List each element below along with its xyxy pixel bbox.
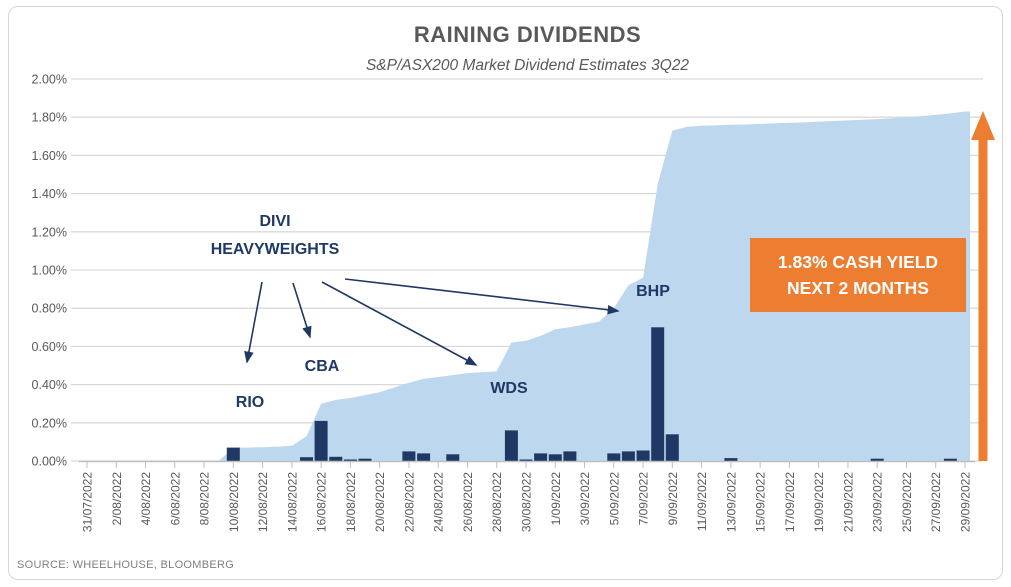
y-axis-label: 0.00% [32, 455, 67, 469]
daily-dividend-bar [314, 420, 328, 461]
daily-dividend-bar [226, 447, 240, 461]
daily-dividend-bar [446, 454, 460, 461]
callout-line2: NEXT 2 MONTHS [787, 278, 929, 298]
annotation-arrow [344, 278, 620, 315]
daily-dividend-bar [300, 457, 313, 461]
x-axis-label: 17/09/2022 [783, 472, 797, 532]
y-axis-label: 1.60% [32, 149, 67, 163]
x-axis-label: 7/09/2022 [637, 472, 651, 526]
y-axis-label: 1.40% [32, 187, 67, 201]
x-axis-label: 23/09/2022 [871, 472, 885, 532]
x-axis-label: 18/08/2022 [344, 472, 358, 532]
cash-yield-callout: 1.83% CASH YIELD NEXT 2 MONTHS [750, 238, 966, 312]
x-axis-label: 6/08/2022 [168, 472, 182, 526]
x-axis-label: 16/08/2022 [315, 472, 329, 532]
y-axis-label: 0.40% [32, 378, 67, 392]
daily-dividend-bar [417, 453, 431, 461]
annotation-bhp: BHP [636, 283, 670, 300]
x-axis-label: 31/07/2022 [81, 472, 95, 532]
y-axis-label: 1.00% [32, 264, 67, 278]
annotation-rio: RIO [235, 394, 265, 411]
chart-subtitle: S&P/ASX200 Market Dividend Estimates 3Q2… [365, 57, 690, 74]
x-axis-label: 11/09/2022 [695, 472, 709, 531]
x-axis-label: 25/09/2022 [900, 472, 914, 532]
x-axis-label: 10/08/2022 [227, 472, 241, 532]
y-axis-label: 0.20% [32, 416, 67, 430]
source-note: SOURCE: WHEELHOUSE, BLOOMBERG [17, 559, 235, 571]
daily-dividend-bar [665, 434, 679, 461]
daily-dividend-bar [636, 450, 650, 461]
x-axis-label: 8/08/2022 [198, 472, 212, 526]
x-axis-label: 2/08/2022 [110, 472, 124, 526]
daily-dividend-bar [504, 430, 518, 461]
daily-dividend-bar [548, 454, 562, 461]
annotation-cba: CBA [304, 358, 340, 375]
daily-dividend-bar [358, 458, 372, 461]
x-axis-label: 26/08/2022 [461, 472, 475, 532]
x-axis-label: 1/09/2022 [549, 472, 563, 526]
x-axis-label: 13/09/2022 [724, 472, 738, 532]
up-arrow-shaft [978, 139, 988, 461]
daily-dividend-bar [621, 451, 635, 461]
cumulative-dividend-area [79, 111, 970, 461]
x-axis-label: 15/09/2022 [754, 472, 768, 532]
annotation-wds: WDS [490, 380, 528, 397]
up-arrow-head [971, 111, 995, 140]
callout-line1: 1.83% CASH YIELD [777, 252, 939, 272]
y-axis-label: 1.80% [32, 111, 67, 125]
y-axis-label: 0.80% [32, 302, 67, 316]
y-axis-label: 2.00% [32, 73, 67, 87]
x-axis-label: 27/09/2022 [929, 472, 943, 532]
x-axis-label: 14/08/2022 [285, 472, 299, 532]
x-axis-label: 5/09/2022 [607, 472, 621, 526]
x-axis-label: 29/09/2022 [959, 472, 973, 532]
x-axis-label: 19/09/2022 [812, 472, 826, 532]
daily-dividend-bar [943, 458, 957, 461]
daily-dividend-bar [534, 453, 548, 461]
x-axis-label: 24/08/2022 [432, 472, 446, 532]
daily-dividend-bar [563, 451, 577, 461]
daily-dividend-bar [607, 453, 621, 461]
x-axis-label: 21/09/2022 [841, 472, 855, 532]
annotation-divi-heavyweights: DIVI HEAVYWEIGHTS [196, 208, 354, 264]
annotation-divi-line2: HEAVYWEIGHTS [210, 241, 340, 258]
annotation-arrow [321, 281, 478, 366]
annotation-divi-line1: DIVI [259, 213, 291, 230]
annotation-arrows [244, 278, 620, 366]
x-axis-labels: 31/07/2022 2/08/2022 4/08/2022 6/08/2022 8/0… [81, 472, 973, 532]
cash-yield-up-arrow [971, 111, 995, 461]
x-axis-label: 3/09/2022 [578, 472, 592, 526]
x-axis-label: 30/08/2022 [520, 472, 534, 532]
chart-title: RAINING DIVIDENDS [413, 22, 642, 47]
daily-dividend-bar [519, 459, 533, 461]
annotation-arrow [292, 282, 312, 339]
y-axis-label: 1.20% [32, 225, 67, 239]
x-axis-label: 4/08/2022 [139, 472, 153, 526]
y-axis-label: 0.60% [32, 340, 67, 354]
daily-dividend-bars [226, 327, 957, 461]
daily-dividend-bar [651, 327, 665, 461]
annotation-arrow [244, 281, 263, 364]
daily-dividend-bar [724, 458, 738, 461]
x-axis-label: 28/08/2022 [490, 472, 504, 532]
x-axis-label: 12/08/2022 [256, 472, 270, 532]
x-axis-label: 22/08/2022 [402, 472, 416, 532]
x-axis-label: 9/09/2022 [666, 472, 680, 526]
daily-dividend-bar [343, 459, 357, 461]
y-axis-labels: 0.00% 0.20% 0.40% 0.60% 0.80% 1.00% 1.20% 1.40%… [32, 73, 67, 469]
x-axis-ticks [86, 462, 966, 468]
x-axis-label: 20/08/2022 [373, 472, 387, 532]
daily-dividend-bar [870, 458, 884, 461]
daily-dividend-bar [402, 451, 416, 461]
daily-dividend-bar [329, 456, 343, 461]
